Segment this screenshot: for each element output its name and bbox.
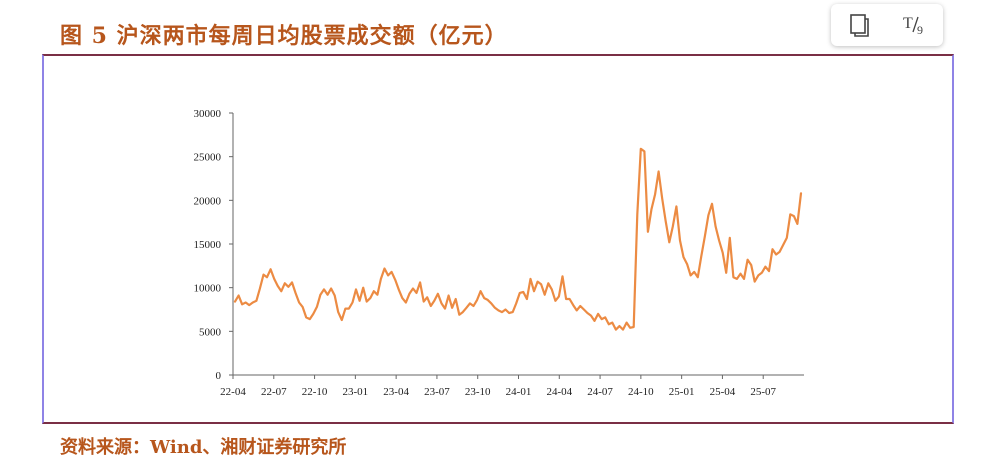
svg-text:9: 9	[917, 23, 923, 37]
x-tick-label: 22-07	[261, 386, 287, 398]
x-tick-label: 23-01	[343, 386, 369, 398]
y-tick-label: 5000	[199, 326, 222, 338]
x-tick-label: 25-07	[750, 386, 776, 398]
chart-frame: 0 5000 10000 15000 20000 25000 30000 22-04 22-0…	[42, 54, 954, 424]
x-tick-label: 22-10	[302, 386, 328, 398]
figure-title: 图 5 沪深两市每周日均股票成交额（亿元）	[60, 23, 508, 49]
y-tick-label: 0	[216, 370, 222, 382]
source-note: 资料来源：Wind、湘财证券研究所	[60, 437, 347, 458]
document-icon	[850, 14, 869, 37]
line-chart: 0 5000 10000 15000 20000 25000 30000 22-04 22-0…	[194, 108, 804, 398]
x-tick-label: 23-04	[383, 386, 409, 398]
text-tool-button[interactable]: T 9	[895, 9, 935, 41]
y-tick-label: 20000	[194, 195, 222, 207]
y-tick-label: 25000	[194, 152, 222, 164]
text-size-icon: T 9	[903, 15, 923, 37]
viewer-toolbar: T 9	[831, 4, 943, 46]
x-tick-label: 25-01	[669, 386, 695, 398]
y-tick-label: 10000	[194, 283, 222, 295]
x-tick-label: 24-01	[506, 386, 532, 398]
x-tick-label: 23-10	[465, 386, 491, 398]
page-view-button[interactable]	[839, 9, 879, 41]
x-tick-label: 24-10	[628, 386, 654, 398]
x-tick-label: 24-07	[587, 386, 613, 398]
x-tick-label: 24-04	[546, 386, 572, 398]
y-tick-label: 30000	[194, 108, 222, 120]
x-tick-label: 25-04	[710, 386, 736, 398]
series-line	[233, 147, 803, 331]
x-tick-label: 23-07	[424, 386, 450, 398]
x-tick-label: 22-04	[220, 386, 246, 398]
y-tick-label: 15000	[194, 239, 222, 251]
svg-text:T: T	[903, 15, 913, 32]
